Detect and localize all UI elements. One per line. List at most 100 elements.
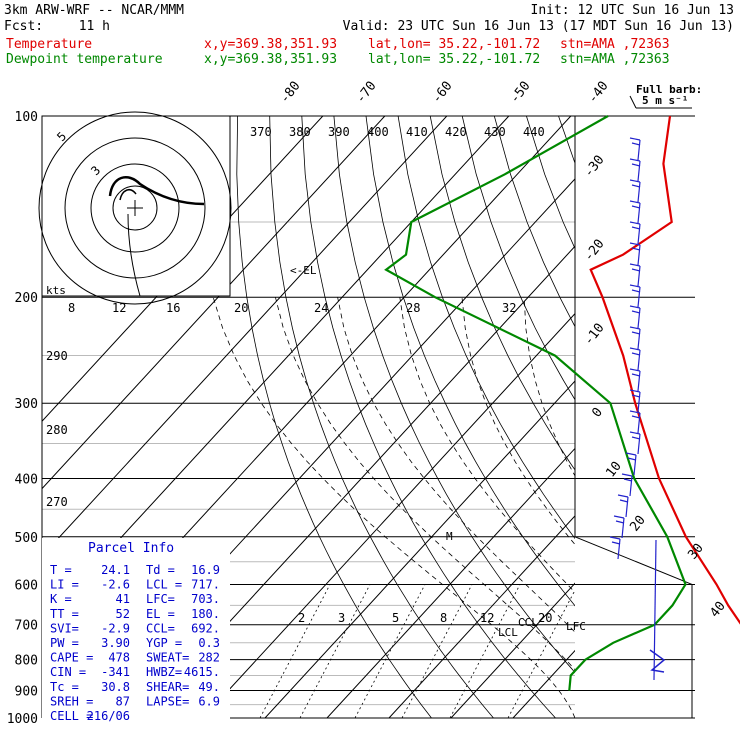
legend-dewpoint-stn: stn=AMA ,72363 (560, 52, 670, 67)
parcel-info-cell: CELL = (50, 709, 93, 723)
wind-barb-flag (629, 305, 641, 309)
wind-barb-flag (631, 247, 641, 251)
parcel-info-cell: LAPSE= (146, 694, 189, 708)
temp-tick-right: 20 (627, 513, 648, 535)
dry-adiabat (719, 116, 740, 718)
parcel-info-cell: PW = (50, 636, 79, 650)
hodograph-ring (112, 185, 158, 231)
temperature-line (589, 115, 740, 625)
wind-barb-flag (631, 394, 641, 398)
isotherm (42, 116, 386, 490)
wind-barb-flag (631, 289, 641, 293)
hodograph-frame (41, 115, 231, 297)
temp-tick-top: -70 (353, 79, 379, 107)
temp-tick-right: 10 (603, 459, 624, 481)
parcel-info-cell: -341 (101, 665, 130, 679)
moist-adiabat (707, 297, 740, 718)
parcel-info-cell: 6.9 (198, 694, 220, 708)
wind-barb-shaft (637, 160, 641, 182)
temp-tick-right: 0 (589, 405, 606, 420)
isotherm (202, 312, 575, 718)
parcel-info-cell: CAPE = (50, 651, 93, 665)
pressure-tick-label: 600 (15, 578, 38, 593)
thetae-label: 28 (406, 301, 420, 315)
wind-barb-flag (629, 326, 641, 330)
pressure-tick-label: 400 (15, 472, 38, 487)
mixing-ratio-line (299, 584, 371, 718)
parcel-info-cell: 24.1 (101, 563, 130, 577)
wind-barb-flag (629, 179, 641, 183)
wind-barb-shaft (637, 370, 641, 392)
temp-tick-top: -40 (585, 79, 611, 107)
wind-barb-shaft (633, 454, 637, 476)
wind-barb-flag (631, 415, 641, 419)
pressure-tick-label: 1000 (7, 712, 38, 727)
wind-barb-shaft (637, 391, 641, 413)
mixing-ratio-line (401, 584, 473, 718)
annotation-label: <-EL (290, 264, 317, 277)
legend-temperature-stn: stn=AMA ,72363 (560, 37, 670, 52)
wind-barb-shaft (637, 223, 641, 245)
annotation-label: CCL (518, 616, 538, 629)
theta-label: 390 (328, 125, 350, 139)
wind-barb-flag (617, 494, 629, 498)
wind-barb-flag (629, 200, 641, 204)
sounding-series (384, 115, 740, 691)
wind-barb-flag (623, 478, 633, 482)
dewpoint-line (384, 115, 687, 691)
parcel-info-panel: Parcel Info T = 24.1 Td = 16.9 LI = -2.6 LCL =… (42, 538, 230, 730)
isotherm (388, 515, 575, 718)
parcel-info-cell: 180. (191, 607, 220, 621)
wind-barb-shaft (617, 538, 621, 560)
wind-barb-shaft (637, 244, 641, 266)
wind-barb-shaft (637, 349, 641, 371)
dry-adiabat (236, 116, 432, 718)
temp-tick-right: -30 (581, 153, 607, 181)
theta-label: 420 (445, 125, 467, 139)
mixing-ratio-line (507, 589, 575, 718)
temp-tick-right: 30 (685, 541, 706, 563)
wind-barb-flag (627, 457, 637, 461)
isotherm (140, 245, 575, 718)
pressure-tick-label: 300 (15, 397, 38, 412)
wind-barb-shaft (637, 181, 641, 203)
moist-adiabat (647, 297, 740, 718)
hodograph-trace (108, 176, 205, 206)
wind-barb-lower-cluster (649, 649, 666, 673)
isotherm (450, 582, 575, 718)
wind-barb-flag (631, 331, 641, 335)
dry-adiabat (461, 116, 575, 401)
wind-barb-flag (631, 436, 641, 440)
pressure-tick-label: 700 (15, 619, 38, 634)
theta-label: 430 (484, 125, 506, 139)
pressure-tick-label: 800 (15, 654, 38, 669)
barb-legend-units: 5 m s⁻¹ (642, 94, 688, 107)
parcel-info-cell: 16.9 (191, 563, 220, 577)
wind-barb-flag (631, 184, 641, 188)
isotherm (699, 116, 740, 718)
hodograph-ring (90, 163, 180, 253)
wind-barb-flag (629, 284, 641, 288)
wind-barb-flag (613, 515, 625, 519)
dry-adiabat (269, 116, 494, 718)
parcel-info-cell: SREH = (50, 694, 93, 708)
valid-time: Valid: 23 UTC Sun 16 Jun 13 (17 MDT Sun … (343, 19, 734, 34)
annotation-label: LFC (566, 620, 586, 633)
legend-dewpoint-latlon: lat,lon= 35.22,-101.72 (368, 52, 540, 67)
parcel-info-cell: 282 (198, 651, 220, 665)
model-title: 3km ARW-WRF -- NCAR/MMM (4, 3, 184, 18)
wind-barb-flag (619, 499, 629, 503)
mixing-ratio-line (449, 584, 521, 718)
parcel-info-cell: T = (50, 563, 72, 577)
wind-barb-flag (629, 221, 641, 225)
temp-tick-right: -10 (581, 321, 607, 349)
thetae-label: 24 (314, 301, 328, 315)
wind-barb-flag (629, 263, 641, 267)
barb-legend-full-barb (629, 95, 637, 109)
hodograph-ring (38, 111, 232, 305)
wind-barb-flag (629, 410, 641, 414)
pressure-tick-label: 200 (15, 291, 38, 306)
wind-barb-shaft (637, 286, 641, 308)
